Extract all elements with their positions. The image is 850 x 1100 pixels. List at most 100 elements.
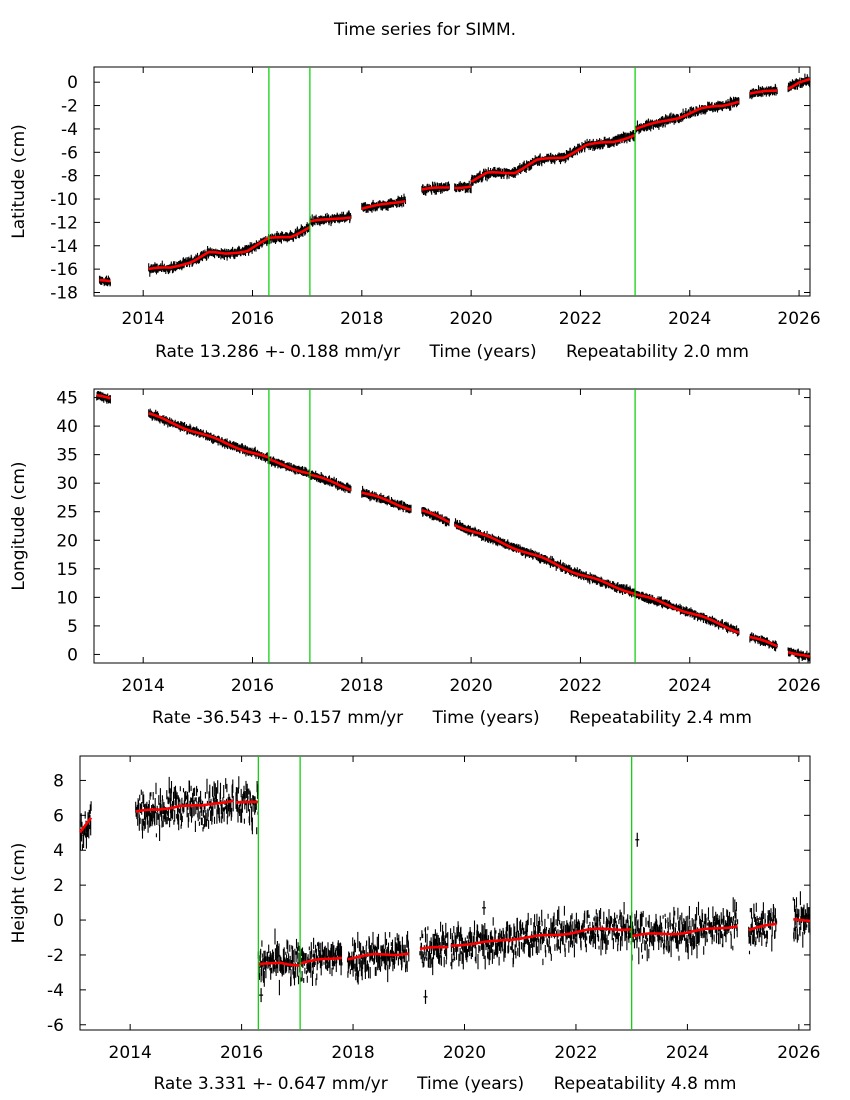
longitude-plot-frame bbox=[93, 388, 811, 664]
longitude-y-tick-label: 35 bbox=[56, 446, 78, 466]
latitude-panel: 2014 2016 2018 2020 2022 2024 2026 0 -2 -4 -6 -8 -10… bbox=[9, 66, 821, 362]
height-model-segment bbox=[299, 956, 343, 965]
latitude-x-tick-label: 2016 bbox=[231, 309, 274, 329]
height-rate: Rate 3.331 +- 0.647 mm/yr bbox=[153, 1074, 387, 1094]
longitude-model-segment bbox=[787, 650, 811, 658]
latitude-model-segment bbox=[634, 100, 740, 131]
latitude-y-tick-label: -14 bbox=[50, 237, 78, 257]
height-x-tick-label: 2014 bbox=[109, 1043, 152, 1063]
height-model-segment bbox=[258, 961, 301, 967]
height-model-segment bbox=[236, 800, 259, 804]
latitude-ticks: 2014 2016 2018 2020 2022 2024 2026 0 -2 -4 -6 -8 -10… bbox=[50, 67, 821, 329]
longitude-model-segment bbox=[634, 593, 740, 634]
height-model-segment bbox=[135, 799, 234, 813]
longitude-model-fit bbox=[96, 394, 811, 658]
longitude-x-tick-label: 2024 bbox=[668, 676, 711, 696]
height-y-tick-label: 0 bbox=[53, 911, 64, 931]
longitude-panel: 2014 2016 2018 2020 2022 2024 2026 0 5 10 15 20 25 30… bbox=[9, 388, 821, 728]
height-x-tick-label: 2022 bbox=[554, 1043, 597, 1063]
latitude-model-segment bbox=[309, 216, 352, 223]
latitude-y-tick-label: -16 bbox=[50, 260, 78, 280]
latitude-y-tick-label: -6 bbox=[61, 143, 78, 163]
latitude-y-tick-label: -10 bbox=[50, 190, 78, 210]
longitude-model-segment bbox=[454, 523, 636, 596]
height-x-axis-label: Time (years) bbox=[416, 1074, 524, 1094]
longitude-offset-lines bbox=[268, 389, 636, 663]
longitude-x-axis-label: Time (years) bbox=[432, 708, 540, 728]
latitude-observation-segment bbox=[148, 233, 270, 277]
latitude-model-fit bbox=[99, 77, 811, 283]
latitude-y-axis-label: Latitude (cm) bbox=[9, 124, 29, 239]
latitude-model-segment bbox=[787, 77, 811, 91]
longitude-y-tick-label: 25 bbox=[56, 503, 78, 523]
latitude-model-segment bbox=[268, 225, 311, 240]
longitude-y-tick-label: 15 bbox=[56, 560, 78, 580]
height-observation-segment bbox=[748, 902, 778, 955]
longitude-repeatability: Repeatability 2.4 mm bbox=[569, 708, 752, 728]
height-plot-frame bbox=[79, 755, 811, 1031]
longitude-y-tick-label: 20 bbox=[56, 531, 78, 551]
longitude-x-axis-caption: Rate -36.543 +- 0.157 mm/yr Time (years)… bbox=[152, 708, 752, 728]
longitude-y-axis-label: Longitude (cm) bbox=[9, 461, 29, 590]
latitude-model-segment bbox=[749, 89, 778, 95]
longitude-model-segment bbox=[96, 394, 111, 400]
height-model-segment bbox=[748, 922, 777, 932]
longitude-model-segment bbox=[268, 458, 311, 475]
longitude-x-tick-label: 2014 bbox=[122, 676, 165, 696]
longitude-observation-segment bbox=[421, 507, 450, 527]
height-y-tick-label: 2 bbox=[53, 876, 64, 896]
latitude-y-tick-label: -8 bbox=[61, 167, 78, 187]
longitude-model-segment bbox=[309, 473, 352, 492]
latitude-rate: Rate 13.286 +- 0.188 mm/yr bbox=[155, 342, 400, 362]
latitude-model-segment bbox=[361, 199, 406, 210]
height-y-tick-label: -6 bbox=[47, 1016, 64, 1036]
height-observation-segment bbox=[235, 776, 259, 835]
longitude-y-tick-label: 45 bbox=[56, 389, 78, 409]
longitude-x-tick-label: 2020 bbox=[449, 676, 492, 696]
latitude-x-tick-label: 2024 bbox=[668, 309, 711, 329]
height-model-segment bbox=[793, 917, 811, 923]
latitude-model-segment bbox=[454, 185, 472, 190]
longitude-model-segment bbox=[361, 491, 412, 512]
longitude-x-tick-label: 2026 bbox=[777, 676, 820, 696]
longitude-x-tick-label: 2016 bbox=[231, 676, 274, 696]
latitude-model-segment bbox=[421, 186, 450, 191]
longitude-y-tick-label: 30 bbox=[56, 474, 78, 494]
height-y-tick-label: -2 bbox=[47, 946, 64, 966]
height-outlier-point bbox=[423, 989, 428, 1004]
height-model-segment bbox=[347, 952, 409, 961]
latitude-repeatability: Repeatability 2.0 mm bbox=[566, 342, 749, 362]
latitude-x-tick-label: 2022 bbox=[559, 309, 602, 329]
height-ticks: 2014 2016 2018 2020 2022 2024 2026 8 6 4 2 0 -2 -4 -6 bbox=[47, 756, 820, 1063]
height-observation-segment bbox=[792, 891, 811, 948]
height-model-segment bbox=[631, 924, 738, 938]
latitude-x-tick-label: 2014 bbox=[122, 309, 165, 329]
longitude-rate: Rate -36.543 +- 0.157 mm/yr bbox=[152, 708, 403, 728]
height-y-axis-label: Height (cm) bbox=[9, 843, 29, 944]
latitude-observation-segment bbox=[268, 222, 311, 245]
longitude-y-tick-label: 40 bbox=[56, 417, 78, 437]
height-x-tick-label: 2016 bbox=[220, 1043, 263, 1063]
longitude-x-tick-label: 2022 bbox=[559, 676, 602, 696]
height-model-segment bbox=[450, 927, 632, 947]
latitude-y-tick-label: 0 bbox=[67, 73, 78, 93]
height-outlier-point bbox=[259, 988, 264, 1003]
longitude-y-tick-label: 10 bbox=[56, 588, 78, 608]
latitude-model-segment bbox=[470, 133, 636, 183]
longitude-x-tick-label: 2018 bbox=[340, 676, 383, 696]
height-x-tick-label: 2024 bbox=[666, 1043, 709, 1063]
chart-title: Time series for SIMM. bbox=[333, 20, 517, 40]
height-y-tick-label: 8 bbox=[53, 771, 64, 791]
latitude-model-segment bbox=[99, 278, 111, 283]
latitude-y-tick-label: -12 bbox=[50, 213, 78, 233]
latitude-x-axis-caption: Rate 13.286 +- 0.188 mm/yr Time (years) … bbox=[155, 342, 749, 362]
latitude-model-segment bbox=[148, 236, 270, 271]
latitude-x-tick-label: 2018 bbox=[340, 309, 383, 329]
height-observation-segment bbox=[631, 897, 739, 965]
height-outlier-point bbox=[482, 900, 487, 915]
height-x-axis-caption: Rate 3.331 +- 0.647 mm/yr Time (years) R… bbox=[153, 1074, 736, 1094]
longitude-model-segment bbox=[749, 635, 778, 648]
height-outlier-point bbox=[635, 832, 640, 847]
height-model-fit bbox=[78, 799, 811, 967]
height-offset-lines bbox=[257, 756, 633, 1030]
